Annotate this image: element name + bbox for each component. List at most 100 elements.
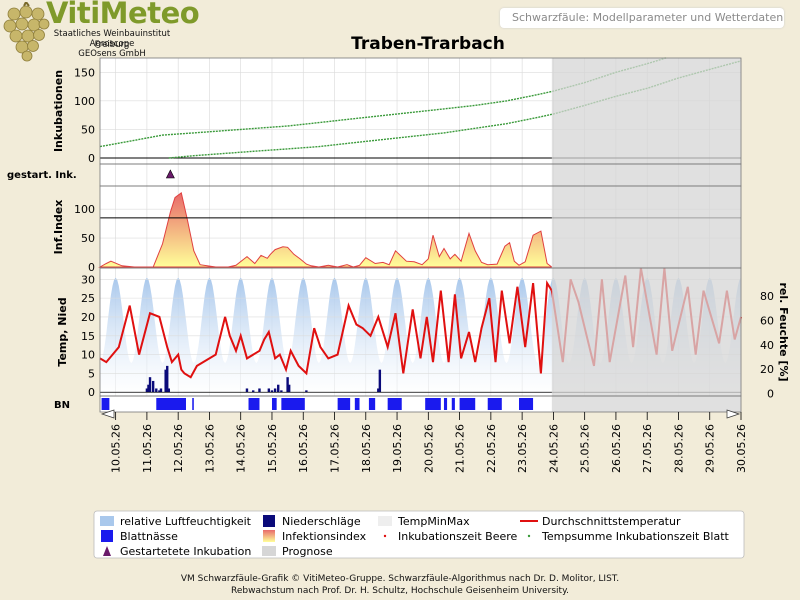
bn-bar [281, 398, 305, 410]
precip-bar [245, 388, 249, 393]
tick-label-inc: 150 [74, 66, 95, 79]
legend-swatch-blatt [527, 534, 531, 538]
legend-label: Infektionsindex [282, 530, 367, 543]
legend-label: Blattnässe [120, 530, 178, 543]
tick-label-weather: 5 [88, 367, 95, 380]
x-tick-label: 11.05.26 [141, 424, 154, 473]
tick-label-weather: 25 [81, 292, 95, 305]
legend-swatch-inf [263, 530, 275, 542]
precip-bar [286, 377, 289, 393]
bn-bar [337, 398, 351, 410]
precip-bar [159, 388, 163, 393]
bn-bar [192, 398, 194, 410]
ylabel-inc: Inkubationen [52, 70, 65, 152]
ylabel-inf: Inf.Index [52, 200, 65, 255]
bn-bar [443, 398, 448, 410]
tick-label-inc: 50 [81, 123, 95, 136]
footer-line-2: Rebwachstum nach Prof. Dr. H. Schultz, H… [231, 586, 569, 596]
tick-label-humidity: 60 [760, 314, 774, 327]
legend-swatch-tempminmax [378, 516, 392, 526]
tick-label-inf: 50 [81, 232, 95, 245]
page-label-box [500, 8, 784, 28]
x-tick-label: 12.05.26 [172, 424, 185, 473]
forecast-shade [551, 58, 741, 412]
bn-bar [487, 398, 502, 410]
bn-bar [425, 398, 441, 410]
legend-label: Inkubationszeit Beere [398, 530, 518, 543]
tick-label-humidity: 20 [760, 363, 774, 376]
grape-logo [3, 2, 50, 62]
precip-bar [280, 390, 283, 393]
bn-bar [248, 398, 260, 410]
legend-swatch-precip [263, 515, 275, 527]
precip-bar [148, 377, 152, 393]
precip-bar [277, 384, 280, 393]
tick-label-humidity: 40 [760, 339, 774, 352]
tick-label-inf: 0 [88, 261, 95, 274]
footer-line-1: VM Schwarzfäule-Grafik © VitiMeteo-Grupp… [180, 574, 620, 584]
tick-label-weather: 30 [81, 273, 95, 286]
tick-label-humidity: 0 [767, 388, 774, 401]
bn-bar [518, 398, 534, 410]
logo-text: VitiMeteo [46, 0, 200, 30]
x-tick-label: 10.05.26 [110, 424, 123, 473]
legend-swatch-triangle [103, 546, 111, 556]
precip-bar [287, 384, 291, 393]
start-marker [165, 169, 175, 179]
chart-title: Traben-Trarbach [351, 34, 505, 54]
bn-bar [101, 398, 110, 410]
x-tick-label: 21.05.26 [454, 424, 467, 473]
bn-bar [354, 398, 360, 410]
bn-bar [459, 398, 476, 410]
bn-bar [387, 398, 402, 410]
precip-bar [167, 388, 170, 393]
page-label: Schwarzfäule: Modellparameter und Wetter… [512, 11, 784, 24]
x-tick-label: 30.05.26 [735, 424, 748, 473]
x-tick-label: 29.05.26 [704, 424, 717, 473]
legend-swatch-forecast [262, 546, 276, 556]
x-tick-label: 24.05.26 [547, 424, 560, 473]
precip-bar [377, 388, 380, 393]
x-tick-label: 14.05.26 [235, 424, 248, 473]
bn-bar [451, 398, 455, 410]
logo-subtitle-3: GEOsens GmbH [78, 49, 146, 59]
precip-bar [145, 388, 149, 393]
ylabel-weather: Temp, Nied [56, 297, 69, 366]
inc-series-1 [168, 60, 742, 159]
precip-bar [151, 380, 155, 393]
legend-swatch-humidity [100, 516, 114, 526]
tick-label-humidity: 80 [760, 290, 774, 303]
x-tick-label: 25.05.26 [579, 424, 592, 473]
tick-label-weather: 0 [88, 386, 95, 399]
logo-subtitle-1: Staatliches Weinbauinstitut Freiburg [53, 29, 171, 50]
precip-bar [270, 390, 274, 393]
ylabel-gestart: gestart. Ink. [7, 170, 77, 181]
precip-bar [155, 388, 158, 393]
legend-label: Gestartetete Inkubation [120, 545, 251, 558]
x-tick-label: 16.05.26 [297, 424, 310, 473]
precip-bar [273, 388, 277, 393]
legend-label: TempMinMax [397, 515, 470, 528]
legend-swatch-bn [101, 530, 113, 542]
x-tick-label: 19.05.26 [391, 424, 404, 473]
precip-bar [252, 390, 255, 393]
scroll-right-arrow [726, 409, 741, 419]
ylabel-humidity: rel. Feuchte [%] [777, 283, 790, 382]
x-tick-label: 23.05.26 [516, 424, 529, 473]
tick-label-weather: 10 [81, 349, 95, 362]
legend-swatch-beere [383, 534, 387, 538]
bn-bar [368, 398, 376, 410]
precip-bar [267, 388, 271, 393]
x-tick-label: 20.05.26 [422, 424, 435, 473]
tick-label-inf: 100 [74, 203, 95, 216]
x-tick-label: 15.05.26 [266, 424, 279, 473]
ylabel-bn: BN [54, 400, 70, 411]
tick-label-weather: 15 [81, 330, 95, 343]
x-tick-label: 26.05.26 [610, 424, 623, 473]
logo-subtitle-2: Agroscope [89, 39, 135, 49]
tick-label-inc: 100 [74, 95, 95, 108]
x-tick-label: 17.05.26 [329, 424, 342, 473]
infection-area [98, 192, 553, 268]
